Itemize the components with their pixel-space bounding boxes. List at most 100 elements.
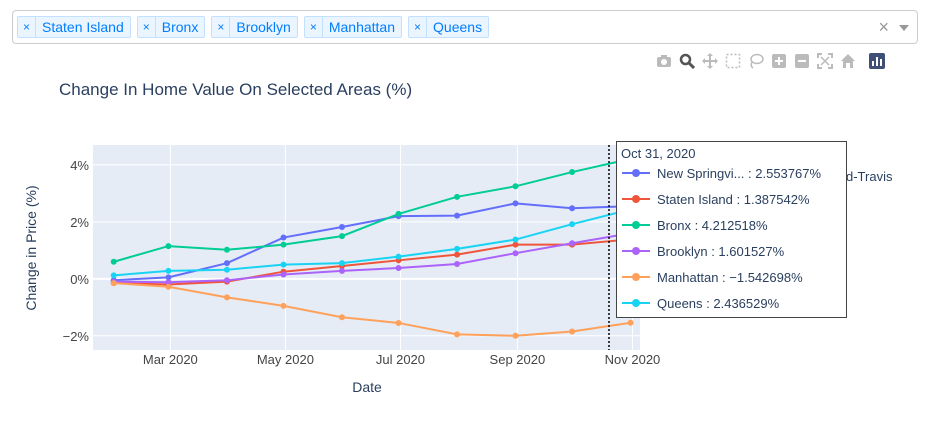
data-point[interactable] xyxy=(569,221,576,228)
data-point[interactable] xyxy=(110,280,117,287)
chip-remove-icon[interactable]: × xyxy=(409,17,428,37)
data-point[interactable] xyxy=(395,253,402,260)
data-point[interactable] xyxy=(338,224,345,230)
x-tick-label: Sep 2020 xyxy=(490,352,546,367)
y-tick-label: −2% xyxy=(63,329,90,344)
chip-remove-icon[interactable]: × xyxy=(305,17,323,37)
autoscale-icon[interactable] xyxy=(816,53,833,70)
camera-icon[interactable] xyxy=(655,53,672,70)
data-point[interactable] xyxy=(454,245,461,252)
legend-swatch-icon xyxy=(621,272,651,282)
data-point[interactable] xyxy=(165,274,172,281)
data-point[interactable] xyxy=(280,234,287,241)
chip-remove-icon[interactable]: × xyxy=(138,17,156,37)
area-multiselect[interactable]: × Staten Island × Bronx × Brooklyn × Manhattan ×… xyxy=(12,10,918,44)
data-point[interactable] xyxy=(280,261,287,268)
data-point[interactable] xyxy=(454,212,461,219)
box-select-icon[interactable] xyxy=(724,53,741,70)
data-point[interactable] xyxy=(280,271,287,278)
y-axis-ticks: −2% 0% 2% 4% xyxy=(63,158,90,344)
chip-remove-icon[interactable]: × xyxy=(212,17,231,37)
x-tick-label: Nov 2020 xyxy=(605,352,661,367)
data-point[interactable] xyxy=(223,246,230,253)
data-point[interactable] xyxy=(338,267,345,274)
data-point[interactable] xyxy=(165,283,172,290)
data-point[interactable] xyxy=(512,332,519,339)
home-icon[interactable] xyxy=(839,53,856,70)
data-point[interactable] xyxy=(454,251,461,258)
chip-label: Staten Island xyxy=(42,19,124,35)
zoom-in-icon[interactable] xyxy=(770,53,787,70)
data-point[interactable] xyxy=(395,265,402,271)
area-chip: × Bronx xyxy=(136,16,206,38)
tooltip-row-label: Brooklyn : 1.601527% xyxy=(657,243,785,259)
data-point[interactable] xyxy=(512,200,519,207)
tooltip-row: New Springvi... : 2.553767% xyxy=(621,164,821,182)
data-point[interactable] xyxy=(569,169,576,176)
area-chip: × Brooklyn xyxy=(211,16,298,38)
tooltip-row: Brooklyn : 1.601527% xyxy=(621,242,784,260)
data-point[interactable] xyxy=(338,233,345,240)
legend-entry-partial[interactable]: d-Travis xyxy=(846,169,893,184)
data-point[interactable] xyxy=(165,243,172,250)
data-point[interactable] xyxy=(395,319,402,326)
chart-title: Change In Home Value On Selected Areas (… xyxy=(59,80,413,99)
data-point[interactable] xyxy=(338,314,345,321)
data-point[interactable] xyxy=(454,331,461,338)
data-point[interactable] xyxy=(512,236,519,243)
tooltip-date: Oct 31, 2020 xyxy=(621,146,696,161)
chip-remove-icon[interactable]: × xyxy=(18,17,37,37)
zoom-out-icon[interactable] xyxy=(793,53,810,70)
tooltip-row-label: New Springvi... : 2.553767% xyxy=(657,165,822,181)
series-line xyxy=(113,157,631,263)
data-point[interactable] xyxy=(512,241,519,248)
x-axis-label: Date xyxy=(352,379,382,395)
data-point[interactable] xyxy=(627,319,634,326)
series-line xyxy=(113,282,631,337)
data-point[interactable] xyxy=(110,258,117,265)
x-tick-label: Jul 2020 xyxy=(376,352,425,367)
data-point[interactable] xyxy=(338,260,345,267)
legend-swatch-icon xyxy=(621,168,651,178)
area-chip: × Staten Island xyxy=(17,16,131,38)
data-point[interactable] xyxy=(569,205,576,212)
data-point[interactable] xyxy=(454,193,461,200)
selected-areas: × Staten Island × Bronx × Brooklyn × Manhattan ×… xyxy=(17,16,490,38)
data-point[interactable] xyxy=(569,328,576,335)
area-chip: × Manhattan xyxy=(303,16,403,38)
data-point[interactable] xyxy=(280,241,287,248)
data-point[interactable] xyxy=(165,267,172,274)
data-point[interactable] xyxy=(223,266,230,273)
y-tick-label: 0% xyxy=(70,272,89,287)
tooltip-row-label: Queens : 2.436529% xyxy=(657,295,780,311)
chip-label: Brooklyn xyxy=(236,19,291,35)
series-line xyxy=(113,238,631,286)
legend-swatch-icon xyxy=(621,298,651,308)
data-point[interactable] xyxy=(395,210,402,217)
tooltip-row-label: Staten Island : 1.387542% xyxy=(657,191,810,207)
x-tick-label: May 2020 xyxy=(257,352,314,367)
pan-icon[interactable] xyxy=(701,53,718,70)
clear-all-icon[interactable]: × xyxy=(878,17,889,37)
y-tick-label: 2% xyxy=(70,215,89,230)
data-point[interactable] xyxy=(223,260,230,267)
data-point[interactable] xyxy=(454,261,461,268)
plotly-logo-icon[interactable] xyxy=(868,53,885,70)
zoom-icon[interactable] xyxy=(678,53,695,70)
data-point[interactable] xyxy=(223,277,230,284)
tooltip-row: Staten Island : 1.387542% xyxy=(621,190,810,208)
data-point[interactable] xyxy=(569,240,576,247)
chevron-down-icon[interactable] xyxy=(899,25,909,31)
x-axis-ticks: Mar 2020 May 2020 Jul 2020 Sep 2020 Nov 2020 xyxy=(143,352,660,367)
data-point[interactable] xyxy=(280,302,287,309)
data-point[interactable] xyxy=(512,183,519,190)
legend-swatch-icon xyxy=(621,246,651,256)
legend-swatch-icon xyxy=(621,194,651,204)
lasso-icon[interactable] xyxy=(747,53,764,70)
data-point[interactable] xyxy=(223,294,230,301)
x-tick-label: Mar 2020 xyxy=(143,352,198,367)
data-point[interactable] xyxy=(110,272,117,279)
data-point[interactable] xyxy=(512,250,519,257)
data-point[interactable] xyxy=(165,279,172,286)
